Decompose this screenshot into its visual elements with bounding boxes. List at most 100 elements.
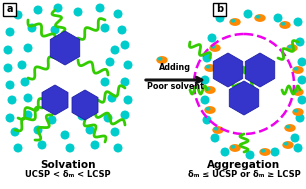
Text: b: b xyxy=(216,5,223,15)
Ellipse shape xyxy=(285,125,295,131)
Ellipse shape xyxy=(213,127,223,133)
Circle shape xyxy=(96,4,104,12)
Ellipse shape xyxy=(206,66,210,68)
Circle shape xyxy=(244,10,252,18)
Circle shape xyxy=(216,14,224,22)
Circle shape xyxy=(104,114,112,122)
Circle shape xyxy=(86,126,94,134)
Circle shape xyxy=(106,58,114,66)
Circle shape xyxy=(124,96,132,104)
Circle shape xyxy=(101,24,109,32)
Circle shape xyxy=(108,94,116,102)
Circle shape xyxy=(203,116,211,124)
Circle shape xyxy=(4,64,12,72)
Ellipse shape xyxy=(255,15,265,21)
Circle shape xyxy=(14,11,22,19)
Circle shape xyxy=(211,134,219,142)
Circle shape xyxy=(78,112,86,120)
Circle shape xyxy=(111,46,119,54)
Ellipse shape xyxy=(231,146,235,148)
Circle shape xyxy=(66,144,74,152)
Circle shape xyxy=(84,96,92,104)
Text: Solvation: Solvation xyxy=(40,160,96,170)
Circle shape xyxy=(51,26,59,34)
Circle shape xyxy=(203,54,211,62)
Circle shape xyxy=(294,18,302,26)
Ellipse shape xyxy=(294,110,298,112)
Circle shape xyxy=(6,81,14,89)
Circle shape xyxy=(6,28,14,36)
Circle shape xyxy=(274,14,282,22)
Circle shape xyxy=(4,46,12,54)
Polygon shape xyxy=(42,85,68,115)
Polygon shape xyxy=(50,31,80,65)
Ellipse shape xyxy=(205,65,215,71)
Circle shape xyxy=(294,144,302,152)
Text: UCSP < δₘ < LCSP: UCSP < δₘ < LCSP xyxy=(25,170,111,179)
Ellipse shape xyxy=(231,20,235,22)
Polygon shape xyxy=(245,53,275,87)
Ellipse shape xyxy=(287,45,297,51)
Circle shape xyxy=(74,8,82,16)
Ellipse shape xyxy=(281,23,285,25)
Circle shape xyxy=(24,111,32,119)
Ellipse shape xyxy=(284,143,288,145)
Circle shape xyxy=(114,144,122,152)
Text: Poor solvent: Poor solvent xyxy=(147,82,203,91)
Ellipse shape xyxy=(280,22,290,28)
Circle shape xyxy=(61,131,69,139)
Circle shape xyxy=(121,111,129,119)
Ellipse shape xyxy=(158,58,162,60)
Circle shape xyxy=(28,24,36,32)
Ellipse shape xyxy=(210,45,220,51)
Circle shape xyxy=(298,96,306,104)
Circle shape xyxy=(54,98,62,106)
FancyBboxPatch shape xyxy=(213,3,226,16)
Circle shape xyxy=(34,126,42,134)
Ellipse shape xyxy=(260,149,270,155)
Ellipse shape xyxy=(283,142,293,148)
Ellipse shape xyxy=(288,46,292,48)
Ellipse shape xyxy=(214,128,218,130)
Circle shape xyxy=(271,148,279,156)
Text: δₘ ≤ UCSP or δₘ ≥ LCSP: δₘ ≤ UCSP or δₘ ≥ LCSP xyxy=(188,170,300,179)
Text: Aggregation: Aggregation xyxy=(207,160,281,170)
Ellipse shape xyxy=(293,89,303,95)
Ellipse shape xyxy=(256,16,260,18)
Circle shape xyxy=(124,61,132,69)
Circle shape xyxy=(48,116,56,124)
Circle shape xyxy=(291,134,299,142)
Circle shape xyxy=(121,78,129,86)
Circle shape xyxy=(8,96,16,104)
Ellipse shape xyxy=(205,107,215,113)
Circle shape xyxy=(54,4,62,12)
Circle shape xyxy=(91,141,99,149)
Circle shape xyxy=(201,76,209,84)
Circle shape xyxy=(38,141,46,149)
Circle shape xyxy=(221,148,229,156)
Circle shape xyxy=(24,94,32,102)
FancyBboxPatch shape xyxy=(3,3,16,16)
Circle shape xyxy=(101,78,109,86)
Ellipse shape xyxy=(293,109,303,115)
Circle shape xyxy=(21,78,29,86)
Ellipse shape xyxy=(294,68,298,70)
Ellipse shape xyxy=(286,126,290,128)
Polygon shape xyxy=(229,81,259,115)
Ellipse shape xyxy=(294,90,298,92)
Circle shape xyxy=(6,114,14,122)
Ellipse shape xyxy=(211,46,215,48)
Circle shape xyxy=(201,96,209,104)
Ellipse shape xyxy=(205,87,215,93)
Ellipse shape xyxy=(230,145,240,151)
Ellipse shape xyxy=(206,88,210,90)
Circle shape xyxy=(298,58,306,66)
Ellipse shape xyxy=(157,57,167,63)
Circle shape xyxy=(34,6,42,14)
Circle shape xyxy=(208,34,216,42)
Polygon shape xyxy=(72,90,98,120)
Ellipse shape xyxy=(261,150,265,152)
Circle shape xyxy=(118,26,126,34)
Circle shape xyxy=(246,151,254,159)
Circle shape xyxy=(111,128,119,136)
